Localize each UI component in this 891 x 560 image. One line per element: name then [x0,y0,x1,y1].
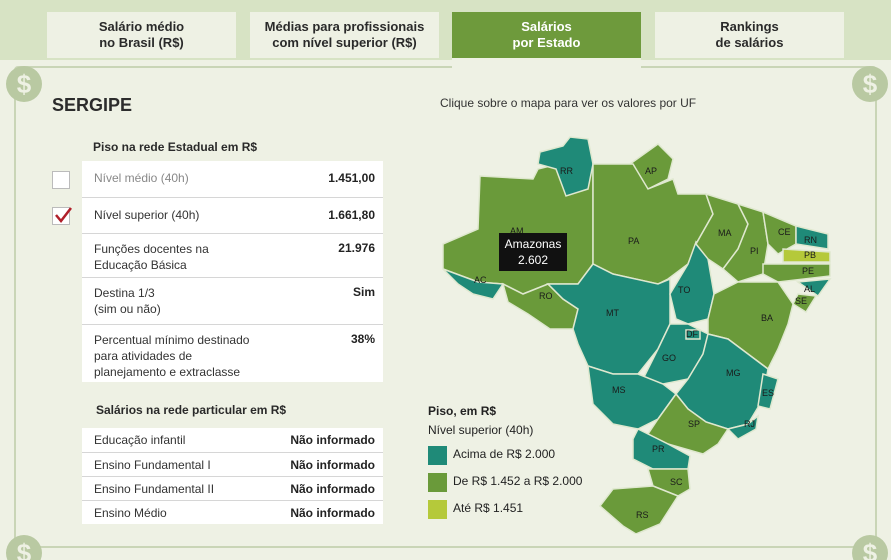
legend-swatch-teal [428,446,447,465]
label-sc: SC [670,477,683,487]
label-sp: SP [688,419,700,429]
table-row: Ensino Médio Não informado [82,500,383,524]
label-ba: BA [761,313,773,323]
state-ac[interactable] [442,268,505,300]
dollar-icon: $ [6,66,42,102]
dollar-icon: $ [852,535,888,560]
map-hint: Clique sobre o mapa para ver os valores … [440,96,697,110]
row-label: Nível médio (40h) [82,161,302,198]
label-pa: PA [628,236,639,246]
table-row: Educação infantil Não informado [82,428,383,453]
label-mt: MT [606,308,619,318]
table-row: Ensino Fundamental I Não informado [82,452,383,477]
row-value: 21.976 [302,233,383,278]
dollar-icon: $ [852,66,888,102]
banknote-border [14,66,877,548]
label-pi: PI [750,246,759,256]
legend-subtitle: Nível superior (40h) [428,423,534,437]
label-al: AL [804,284,815,294]
checkbox-nivel-medio[interactable] [52,171,70,189]
label-df: DF [686,329,698,339]
row-label: Educação infantil [82,428,272,453]
state-al[interactable] [795,278,832,298]
row-label: Percentual mínimo destinado para ativida… [94,332,250,379]
row-value: 38% [350,331,375,346]
brazil-map[interactable]: RR AP AM PA MA CE RN PB PE AL SE PI AC R… [438,134,838,534]
state-rs[interactable] [598,485,680,534]
row-value: Não informado [290,505,375,520]
row-label: Funções docentes na Educação Básica [82,233,302,278]
label-ms: MS [612,385,626,395]
row-value: Não informado [272,428,383,453]
label-rr: RR [560,166,573,176]
active-tab-connector [452,58,641,82]
state-sc[interactable] [646,468,691,497]
table-row: Nível médio (40h) 1.451,00 [82,161,383,198]
label-ro: RO [539,291,553,301]
label-to: TO [678,285,690,295]
private-section-title: Salários na rede particular em R$ [96,403,287,417]
tooltip-value: 2.602 [517,253,549,267]
row-label: Ensino Fundamental I [82,452,272,477]
label-ap: AP [645,166,657,176]
legend-title: Piso, em R$ [428,404,497,418]
row-value: 1.451,00 [302,161,383,198]
label-pb: PB [804,250,816,260]
label-mg: MG [726,368,741,378]
label-pr: PR [652,444,665,454]
label-rn: RN [804,235,817,245]
row-value: Sim [302,277,383,325]
public-section-title: Piso na rede Estadual em R$ [93,140,258,154]
row-label: Ensino Médio [94,505,167,520]
dollar-icon: $ [6,535,42,560]
label-ce: CE [778,227,791,237]
tab-medias-nivel-superior[interactable]: Médias para profissionais com nível supe… [250,12,439,58]
state-pe[interactable] [762,263,831,283]
label-rj: RJ [744,419,755,429]
map-tooltip: Amazonas 2.602 [499,233,567,271]
public-salary-table: Nível médio (40h) 1.451,00 Nível superio… [82,161,383,382]
private-salary-table: Educação infantil Não informado Ensino F… [82,428,383,524]
label-ac: AC [474,275,487,285]
label-rs: RS [636,510,649,520]
legend-label: Acima de R$ 2.000 [453,447,556,461]
legend-swatch-lime [428,500,447,519]
legend-swatch-green [428,473,447,492]
state-pb[interactable] [782,248,831,263]
label-pe: PE [802,266,814,276]
table-row: Percentual mínimo destinado para ativida… [82,324,383,382]
state-df[interactable] [685,329,701,340]
state-mt[interactable] [546,263,671,375]
row-label: Destina 1/3 (sim ou não) [82,277,302,325]
state-es[interactable] [757,373,779,410]
state-rn[interactable] [795,225,829,250]
table-row: Funções docentes na Educação Básica 21.9… [82,233,383,278]
row-value: 1.661,80 [302,197,383,234]
row-value: Não informado [272,476,383,501]
label-am: AM [510,226,524,236]
row-value: Não informado [272,452,383,477]
table-row: Destina 1/3 (sim ou não) Sim [82,277,383,325]
label-go: GO [662,353,676,363]
tooltip-state: Amazonas [504,237,562,251]
checkbox-nivel-superior[interactable] [52,207,72,225]
state-title: SERGIPE [52,95,133,115]
state-se[interactable] [792,293,818,314]
tab-salarios-por-estado[interactable]: Salários por Estado [452,12,641,58]
label-es: ES [762,388,774,398]
row-label: Ensino Fundamental II [82,476,272,501]
table-row: Ensino Fundamental II Não informado [82,476,383,501]
tab-rankings[interactable]: Rankings de salários [655,12,844,58]
label-se: SE [795,296,807,306]
table-row: Nível superior (40h) 1.661,80 [82,197,383,234]
legend-label: Até R$ 1.451 [453,501,524,515]
state-rr[interactable] [537,136,594,197]
tab-salario-medio[interactable]: Salário médio no Brasil (R$) [47,12,236,58]
label-ma: MA [718,228,732,238]
checkmark-icon [55,207,72,223]
row-label: Nível superior (40h) [82,197,302,234]
state-rj[interactable] [726,414,760,440]
legend-label: De R$ 1.452 a R$ 2.000 [453,474,583,488]
